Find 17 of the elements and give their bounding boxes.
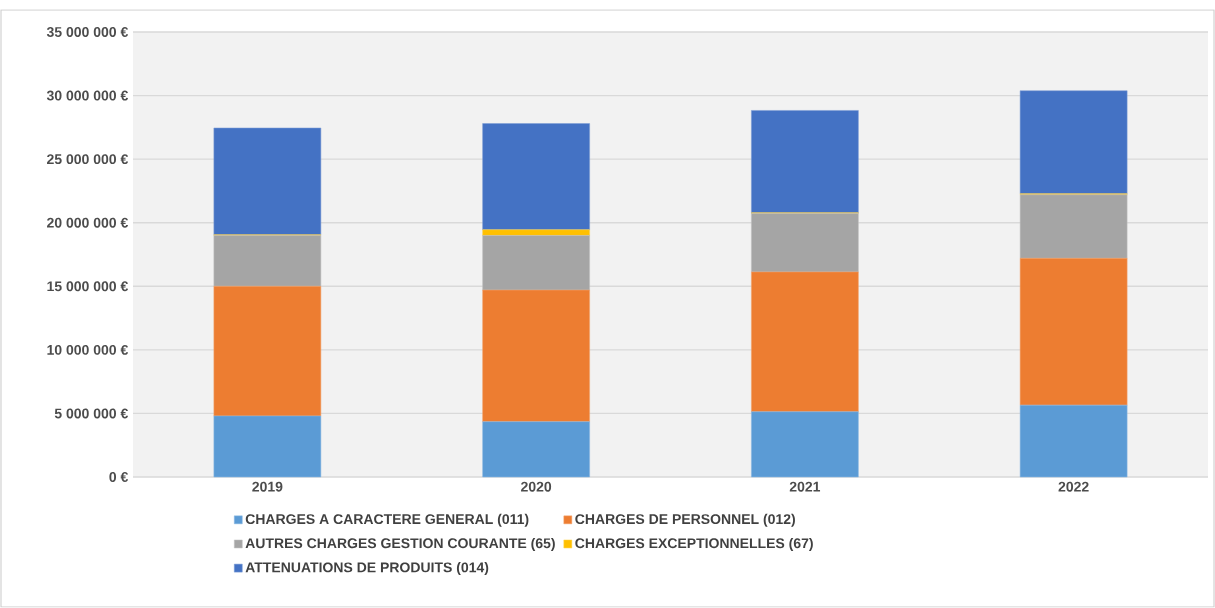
legend-label: ATTENUATIONS DE PRODUITS (014) xyxy=(245,562,489,576)
y-tick-label: 35 000 000 € xyxy=(46,27,129,37)
legend-label: CHARGES A CARACTERE GENERAL (011) xyxy=(245,513,529,527)
x-tick-label: 2021 xyxy=(789,481,821,492)
y-tick-label: 10 000 000 € xyxy=(47,344,129,355)
x-tick-label: 2019 xyxy=(252,481,283,492)
y-tick-label: 0 € xyxy=(109,472,129,482)
y-tick-label: 15 000 000 € xyxy=(47,281,129,292)
legend-label: CHARGES DE PERSONNEL (012) xyxy=(575,513,795,527)
y-tick-label: 20 000 000 € xyxy=(47,217,129,228)
y-tick-label: 5 000 000 € xyxy=(54,408,129,419)
y-tick-label: 25 000 000 € xyxy=(47,154,129,165)
legend-label: CHARGES EXCEPTIONNELLES (67) xyxy=(575,537,813,551)
legend-label: AUTRES CHARGES GESTION COURANTE (65) xyxy=(245,537,555,551)
y-tick-label: 30 000 000 € xyxy=(46,90,129,101)
x-tick-label: 2020 xyxy=(521,481,552,492)
x-tick-label: 2022 xyxy=(1058,481,1089,492)
